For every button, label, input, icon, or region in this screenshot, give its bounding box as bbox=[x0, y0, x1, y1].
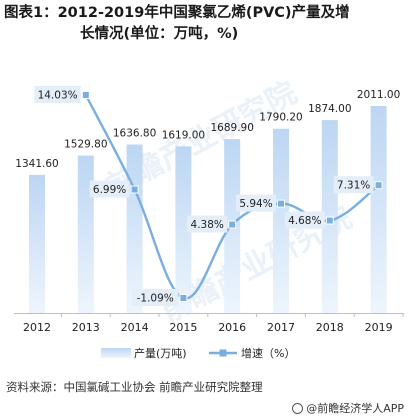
bar-value-label: 1689.90 bbox=[210, 122, 253, 134]
legend-bar-label: 产量(万吨) bbox=[134, 346, 187, 360]
bars-layer bbox=[29, 106, 387, 314]
brand-logo-icon bbox=[292, 402, 304, 414]
growth-value-label: 4.68% bbox=[288, 215, 321, 227]
growth-marker bbox=[277, 199, 285, 208]
legend: 产量(万吨) 增速（%） bbox=[101, 346, 295, 360]
growth-value-label: 7.31% bbox=[337, 180, 370, 192]
growth-value-label: -1.09% bbox=[137, 293, 174, 305]
legend-bar-swatch bbox=[101, 348, 131, 358]
line-layer bbox=[81, 91, 383, 302]
bar-value-label: 1790.20 bbox=[259, 112, 302, 124]
chart-title-line2: 长情况(单位：万吨，%) bbox=[80, 26, 239, 42]
bar-value-label: 2011.00 bbox=[357, 89, 400, 101]
bar-value-label: 1529.80 bbox=[64, 139, 107, 151]
x-axis-tick-label: 2019 bbox=[365, 321, 393, 334]
bar bbox=[77, 155, 94, 313]
growth-label-box bbox=[187, 215, 228, 233]
growth-marker bbox=[130, 185, 139, 194]
chart-title: 图表1：2012-2019年中国聚氯乙烯(PVC)产量及增 长情况(单位：万吨，… bbox=[4, 3, 406, 45]
labels-layer: 1341.60 1529.80 1636.80 1619.00 1689.90 1790.… bbox=[15, 86, 400, 306]
chart: 1341.60 1529.80 1636.80 1619.00 1689.90 1790.… bbox=[14, 86, 404, 360]
x-axis-tick-label: 2018 bbox=[316, 321, 344, 334]
bar bbox=[126, 144, 143, 313]
bar-value-label: 1874.00 bbox=[308, 103, 351, 115]
growth-value-label: 14.03% bbox=[38, 90, 78, 102]
growth-label-box bbox=[34, 86, 81, 103]
x-axis-tick-label: 2017 bbox=[267, 321, 295, 334]
growth-label-box bbox=[89, 180, 130, 198]
growth-value-label: 4.38% bbox=[191, 219, 224, 231]
growth-marker bbox=[228, 220, 237, 229]
growth-marker bbox=[179, 294, 188, 302]
legend-line-marker bbox=[219, 349, 227, 357]
source-note: 资料来源：中国氯碱工业协会 前瞻产业研究院整理 bbox=[6, 380, 263, 394]
bar-value-label: 1636.80 bbox=[113, 128, 156, 140]
bar bbox=[370, 106, 387, 313]
bar-value-label: 1341.60 bbox=[15, 158, 58, 170]
bar bbox=[175, 146, 192, 313]
bar bbox=[29, 174, 45, 313]
growth-label-box bbox=[132, 289, 179, 306]
growth-value-label: 6.99% bbox=[93, 184, 126, 196]
x-axis-tick-label: 2016 bbox=[218, 321, 246, 334]
chart-title-line1: 图表1：2012-2019年中国聚氯乙烯(PVC)产量及增 bbox=[4, 5, 350, 21]
brand-label: @前瞻经济学人APP bbox=[306, 402, 404, 415]
x-axis-tick-label: 2012 bbox=[23, 321, 51, 334]
x-axis-tick-label: 2013 bbox=[72, 321, 100, 334]
growth-label-box bbox=[236, 194, 276, 212]
x-axis: 2012 2013 2014 2015 2016 2017 2018 2019 bbox=[14, 313, 404, 334]
x-axis-tick-label: 2015 bbox=[169, 321, 197, 334]
growth-marker bbox=[81, 91, 90, 99]
legend-line-label: 增速（%） bbox=[241, 346, 295, 360]
bar bbox=[273, 128, 289, 313]
growth-marker bbox=[374, 181, 383, 190]
growth-value-label: 5.94% bbox=[239, 198, 272, 210]
growth-label-box bbox=[284, 211, 325, 229]
brand: @前瞻经济学人APP bbox=[292, 400, 404, 416]
bar-value-label: 1619.00 bbox=[162, 129, 205, 141]
growth-marker bbox=[325, 216, 334, 225]
growth-label-box bbox=[333, 176, 374, 194]
x-axis-tick-label: 2014 bbox=[121, 321, 149, 334]
